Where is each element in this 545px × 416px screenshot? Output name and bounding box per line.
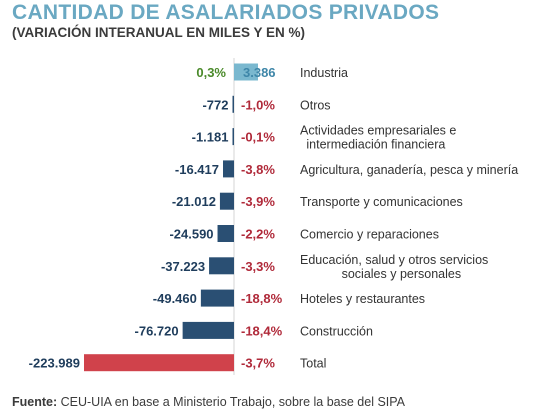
- category-label-9: Construcción: [300, 324, 373, 338]
- chart-title: CANTIDAD DE ASALARIADOS PRIVADOS: [12, 1, 440, 24]
- bar-8: [200, 289, 234, 307]
- source-text: CEU-UIA en base a Ministerio Trabajo, so…: [57, 395, 405, 409]
- bar-10: [84, 354, 234, 372]
- source-label: Fuente:: [12, 395, 58, 409]
- category-label-8: Hoteles y restaurantes: [300, 292, 425, 306]
- bar-1: [234, 63, 258, 81]
- pct-label-3: -0,1%: [241, 130, 275, 145]
- chart-subtitle: (VARIACIÓN INTERANUAL EN MILES Y EN %): [12, 25, 306, 40]
- value-label-6: -24.590: [169, 227, 213, 242]
- category-label-10: Total: [300, 357, 326, 371]
- value-label-10: -223.989: [29, 356, 80, 371]
- source-note: Fuente: CEU-UIA en base a Ministerio Tra…: [12, 395, 405, 409]
- category-label-1: Industria: [300, 66, 348, 80]
- category-label-4: Agricultura, ganadería, pesca y minería: [300, 163, 518, 177]
- pct-label-1: 0,3%: [196, 65, 226, 80]
- category-label-2: Otros: [300, 98, 331, 112]
- pct-label-8: -18,8%: [241, 291, 283, 306]
- bar-5: [219, 192, 234, 210]
- bar-4: [223, 160, 234, 178]
- pct-label-4: -3,8%: [241, 162, 275, 177]
- category-label-3: Actividades empresariales e intermediació…: [300, 124, 456, 152]
- bar-2: [232, 95, 234, 113]
- value-label-7: -37.223: [161, 259, 205, 274]
- value-label-5: -21.012: [172, 194, 216, 209]
- pct-label-2: -1,0%: [241, 97, 275, 112]
- category-label-5: Transporte y comunicaciones: [300, 195, 463, 209]
- pct-label-6: -2,2%: [241, 227, 275, 242]
- value-label-4: -16.417: [175, 162, 219, 177]
- pct-label-9: -18,4%: [241, 323, 283, 338]
- bar-7: [209, 257, 234, 275]
- pct-label-10: -3,7%: [241, 356, 275, 371]
- bar-9: [182, 321, 234, 339]
- value-label-2: -772: [202, 97, 228, 112]
- pct-label-5: -3,9%: [241, 194, 275, 209]
- category-label-6: Comercio y reparaciones: [300, 228, 439, 242]
- value-label-8: -49.460: [153, 291, 197, 306]
- bar-6: [217, 225, 234, 242]
- category-label-7: Educación, salud y otros servicios social…: [300, 253, 488, 281]
- pct-label-7: -3,3%: [241, 259, 275, 274]
- value-label-1: 3.386: [243, 65, 276, 80]
- value-label-9: -76.720: [135, 323, 179, 338]
- value-label-3: -1.181: [192, 130, 229, 145]
- bar-3: [232, 128, 234, 146]
